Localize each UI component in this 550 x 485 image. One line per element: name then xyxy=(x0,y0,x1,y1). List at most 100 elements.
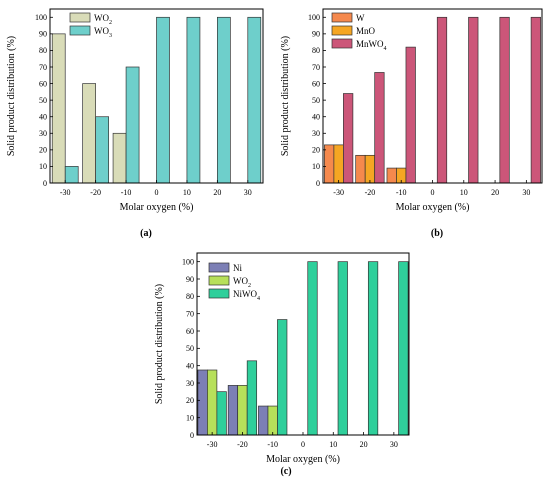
legend-swatch-wo2 xyxy=(69,12,91,23)
legend-label-wo2: WO2 xyxy=(233,276,251,289)
bar-wo2--20 xyxy=(237,385,248,436)
bar-ni--20 xyxy=(227,385,239,436)
y-tick-label: 80 xyxy=(39,46,47,55)
bar-w--30 xyxy=(324,144,335,184)
y-tick-label: 80 xyxy=(312,46,320,55)
y-tick-label: 80 xyxy=(186,292,194,301)
y-tick-label: 20 xyxy=(39,146,47,155)
y-tick-label: 50 xyxy=(312,96,320,105)
x-tick-label: -20 xyxy=(90,188,101,197)
legend-swatch-ni xyxy=(208,262,230,273)
y-tick-label: 70 xyxy=(312,63,320,72)
bar-wo2--20 xyxy=(82,83,96,184)
bar-wo2--30 xyxy=(207,369,218,436)
panel-label: (c) xyxy=(280,466,291,477)
y-tick-label: 90 xyxy=(186,275,194,284)
x-tick-label: -30 xyxy=(207,440,218,449)
x-tick-label: 20 xyxy=(360,440,368,449)
y-tick-label: 90 xyxy=(39,30,47,39)
y-tick-label: 20 xyxy=(186,396,194,405)
y-tick-label: 0 xyxy=(43,179,47,188)
y-tick-label: 100 xyxy=(35,13,47,22)
legend-label-wo3: WO3 xyxy=(94,26,112,39)
bar-mno--20 xyxy=(364,154,376,184)
x-tick-label: 30 xyxy=(390,440,398,449)
bar-wo3--30 xyxy=(64,166,79,184)
bar-niwo4-10 xyxy=(337,261,348,436)
bar-mnwo4-10 xyxy=(468,16,479,184)
y-tick-label: 30 xyxy=(312,129,320,138)
y-tick-label: 60 xyxy=(39,79,47,88)
bar-mnwo4--10 xyxy=(405,46,416,184)
x-tick-label: -20 xyxy=(365,188,376,197)
x-tick-label: -10 xyxy=(121,188,132,197)
x-tick-label: 30 xyxy=(244,188,252,197)
bar-wo2--10 xyxy=(267,405,278,436)
x-axis-label: Molar oxygen (%) xyxy=(120,202,194,213)
bar-niwo4--10 xyxy=(277,319,288,436)
bar-ni--10 xyxy=(258,405,269,436)
bar-niwo4-20 xyxy=(367,261,379,436)
y-tick-label: 90 xyxy=(312,30,320,39)
x-tick-label: -10 xyxy=(396,188,407,197)
y-tick-label: 30 xyxy=(39,129,47,138)
x-tick-label: 10 xyxy=(329,440,337,449)
bar-wo2--30 xyxy=(51,33,66,184)
x-tick-label: 20 xyxy=(491,188,499,197)
legend-swatch-niwo4 xyxy=(208,288,230,299)
bar-mnwo4-0 xyxy=(436,16,448,184)
y-tick-label: 20 xyxy=(312,146,320,155)
x-tick-label: -30 xyxy=(60,188,71,197)
bar-wo2--10 xyxy=(112,132,127,184)
y-axis-label: Solid product distribution (%) xyxy=(280,36,291,156)
legend-label-ni: Ni xyxy=(233,263,242,273)
legend-swatch-mnwo4 xyxy=(331,38,353,49)
bar-mnwo4--30 xyxy=(343,93,354,184)
bar-w--20 xyxy=(355,154,366,184)
legend-label-w: W xyxy=(356,13,365,23)
bar-wo3-10 xyxy=(186,16,201,184)
y-tick-label: 60 xyxy=(186,327,194,336)
x-axis-label: Molar oxygen (%) xyxy=(396,202,470,213)
x-tick-label: -10 xyxy=(267,440,278,449)
y-tick-label: 0 xyxy=(190,431,194,440)
legend-swatch-wo2 xyxy=(208,275,230,286)
x-tick-label: 20 xyxy=(213,188,221,197)
bar-wo3--20 xyxy=(95,116,109,184)
y-tick-label: 10 xyxy=(186,413,194,422)
y-tick-label: 70 xyxy=(39,63,47,72)
bar-ni--30 xyxy=(197,369,208,436)
bar-mnwo4-20 xyxy=(499,16,510,184)
legend-label-niwo4: NiWO4 xyxy=(233,289,260,302)
legend-label-mnwo4: MnWO4 xyxy=(356,39,387,52)
chart-panel-1: 0 10 20 30 40 50 60 70 80 90 100 -30 -20 -10 0 10 20 30 Mo… xyxy=(6,8,264,239)
bar-wo3--10 xyxy=(125,66,140,184)
y-tick-label: 10 xyxy=(312,162,320,171)
x-tick-label: 10 xyxy=(183,188,191,197)
y-tick-label: 40 xyxy=(39,113,47,122)
bar-niwo4--20 xyxy=(246,360,258,436)
x-tick-label: -20 xyxy=(237,440,248,449)
y-tick-label: 10 xyxy=(39,162,47,171)
y-tick-label: 30 xyxy=(186,379,194,388)
x-tick-label: 10 xyxy=(460,188,468,197)
bar-wo3-0 xyxy=(156,16,170,184)
x-tick-label: 30 xyxy=(522,188,530,197)
y-tick-label: 40 xyxy=(186,361,194,370)
bar-mnwo4--20 xyxy=(374,72,385,184)
y-axis-label: Solid product distribution (%) xyxy=(6,36,17,156)
bar-niwo4-30 xyxy=(398,261,409,436)
y-tick-label: 70 xyxy=(186,309,194,318)
y-tick-label: 40 xyxy=(312,113,320,122)
y-tick-label: 100 xyxy=(308,13,320,22)
x-tick-label: 0 xyxy=(301,440,305,449)
bar-mno--30 xyxy=(333,144,344,184)
legend-swatch-mno xyxy=(331,25,353,36)
x-tick-label: 0 xyxy=(155,188,159,197)
bar-mnwo4-30 xyxy=(530,16,541,184)
panel-label: (b) xyxy=(431,228,443,239)
legend-label-wo2: WO2 xyxy=(94,13,112,26)
y-tick-label: 100 xyxy=(182,257,194,266)
y-tick-label: 0 xyxy=(316,179,320,188)
